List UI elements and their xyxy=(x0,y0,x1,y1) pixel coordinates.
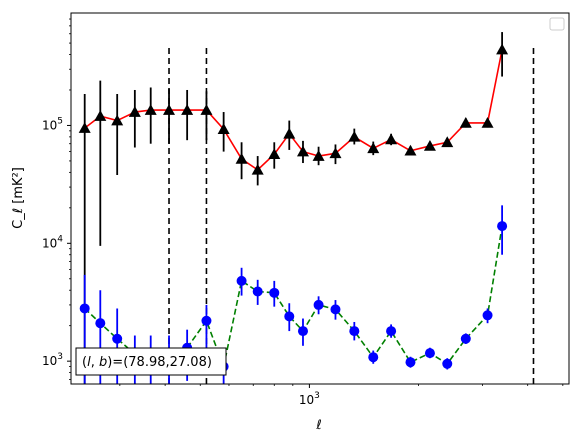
data-point-triangle xyxy=(459,116,472,128)
data-point-triangle xyxy=(496,43,509,55)
data-point-triangle xyxy=(441,136,454,148)
data-point-triangle xyxy=(181,104,194,115)
data-point-circle xyxy=(386,326,397,337)
data-point-triangle xyxy=(283,127,296,139)
data-point-triangle xyxy=(217,123,230,134)
data-point-circle xyxy=(368,352,379,363)
data-point-circle xyxy=(252,286,263,297)
data-point-triangle xyxy=(481,116,494,128)
x-tick-label: 103 xyxy=(299,391,320,407)
data-point-triangle xyxy=(348,130,361,142)
data-point-triangle xyxy=(128,106,141,117)
data-point-triangle xyxy=(163,104,176,115)
data-point-triangle xyxy=(296,145,309,157)
data-point-triangle xyxy=(268,148,281,160)
data-point-circle xyxy=(284,311,295,322)
annotation-text: (l, b)=(78.98,27.08) xyxy=(82,355,212,370)
series-group xyxy=(78,32,509,384)
x-axis-label: ℓ xyxy=(315,418,321,433)
data-point-circle xyxy=(79,303,90,314)
data-point-circle xyxy=(330,304,341,315)
axis-ticks: 103 104 105 103 xyxy=(42,18,564,407)
annotation-box: (l, b)=(78.98,27.08) xyxy=(75,347,227,376)
plot-frame xyxy=(70,12,570,385)
data-point-circle xyxy=(405,357,416,368)
data-point-circle xyxy=(201,315,212,326)
data-point-triangle xyxy=(235,152,248,164)
data-point-circle xyxy=(297,326,308,337)
data-point-triangle xyxy=(404,144,417,156)
data-point-triangle xyxy=(423,139,436,151)
y-tick-label: 105 xyxy=(42,116,63,132)
data-point-triangle xyxy=(200,104,213,115)
data-point-triangle xyxy=(94,110,107,121)
data-point-circle xyxy=(236,275,247,286)
data-point-circle xyxy=(349,326,360,337)
data-point-circle xyxy=(424,348,435,359)
data-point-triangle xyxy=(329,147,342,159)
data-point-triangle xyxy=(312,150,325,161)
data-point-circle xyxy=(313,299,324,310)
data-point-circle xyxy=(269,287,280,298)
data-point-circle xyxy=(112,333,123,344)
data-point-triangle xyxy=(111,114,124,126)
data-point-triangle xyxy=(251,163,264,175)
data-point-circle xyxy=(497,221,508,232)
y-tick-label: 103 xyxy=(42,352,63,368)
y-tick-label: 104 xyxy=(42,234,63,250)
legend-box xyxy=(549,17,565,31)
data-point-circle xyxy=(95,318,106,329)
data-point-circle xyxy=(460,333,471,344)
data-point-triangle xyxy=(144,104,157,115)
data-point-circle xyxy=(482,310,493,321)
data-point-triangle xyxy=(78,122,91,133)
data-point-circle xyxy=(442,358,453,369)
data-point-triangle xyxy=(385,133,398,145)
y-axis-label: C_ℓ [mK²] xyxy=(11,167,26,229)
data-point-triangle xyxy=(367,142,380,154)
